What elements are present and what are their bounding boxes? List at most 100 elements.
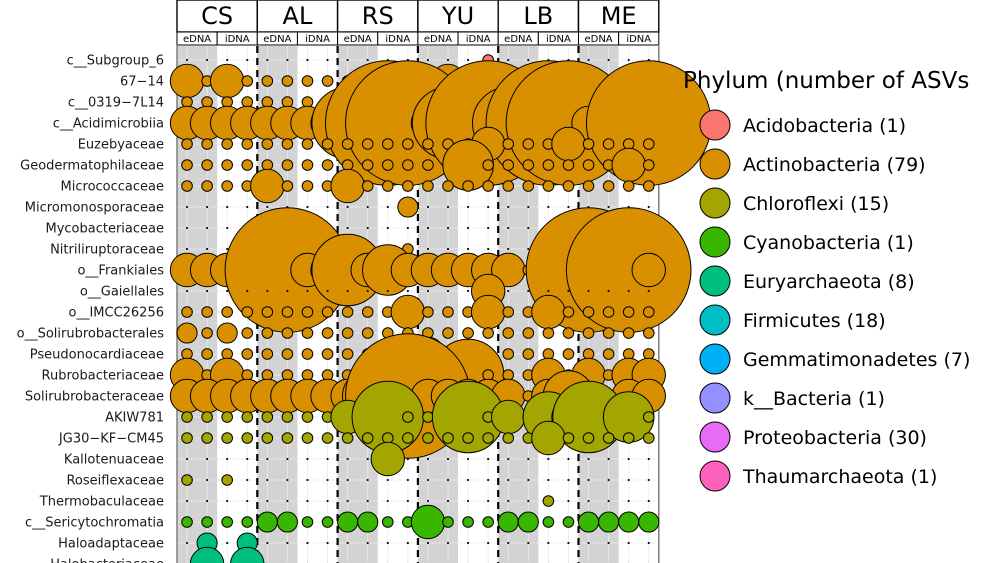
bubble-zero	[647, 205, 650, 209]
bubble-zero	[466, 499, 470, 503]
bubble-actinobacteria	[321, 159, 334, 171]
bubble-actinobacteria	[341, 138, 354, 150]
row-label: o__IMCC26256	[68, 306, 164, 321]
bubble-actinobacteria	[261, 75, 274, 87]
bubble-zero	[647, 499, 650, 503]
bubble-zero	[266, 478, 269, 482]
bubble-actinobacteria	[442, 180, 454, 192]
bubble-actinobacteria	[562, 327, 575, 339]
bubble-zero	[246, 289, 249, 293]
bubble-actinobacteria	[470, 294, 506, 330]
bubble-actinobacteria	[261, 348, 274, 360]
bubble-chloroflexi	[281, 411, 294, 423]
bubble-actinobacteria	[201, 138, 213, 150]
bubble-actinobacteria	[281, 180, 294, 192]
bubble-zero	[206, 226, 209, 230]
bubble-actinobacteria	[381, 159, 394, 171]
bubble-cyanobacteria	[542, 516, 555, 528]
bubble-zero	[286, 58, 289, 62]
bubble-actinobacteria	[542, 180, 555, 192]
bubble-zero	[386, 478, 389, 482]
bubble-zero	[286, 289, 289, 293]
facet-label-cs: CS	[201, 2, 233, 30]
bubble-zero	[226, 541, 229, 545]
bubble-zero	[246, 205, 249, 209]
bubble-actinobacteria	[397, 196, 419, 218]
bubble-zero	[185, 499, 189, 503]
bubble-actinobacteria	[241, 159, 254, 171]
bubble-chloroflexi	[241, 411, 254, 423]
sub-label-edna: eDNA	[344, 34, 372, 45]
bubble-zero	[185, 457, 189, 461]
bubble-zero	[185, 58, 189, 62]
bubble-chloroflexi	[422, 432, 434, 444]
bubble-zero	[246, 478, 249, 482]
bubble-zero	[607, 289, 610, 293]
bubble-zero	[226, 457, 229, 461]
bubble-zero	[507, 478, 510, 482]
sub-label-edna: eDNA	[504, 34, 532, 45]
legend-label-proteobacteria: Proteobacteria (30)	[743, 427, 927, 449]
bubble-zero	[286, 541, 289, 545]
row-label: Nitriliruptoraceae	[50, 243, 164, 258]
bubble-actinobacteria	[482, 159, 494, 171]
bubble-actinobacteria	[301, 75, 314, 87]
bubble-zero	[507, 457, 510, 461]
bubble-zero	[206, 499, 209, 503]
facet-strip-lb	[497, 0, 580, 33]
bubble-actinobacteria	[321, 327, 334, 339]
bubble-cyanobacteria	[497, 511, 519, 533]
bubble-cyanobacteria	[276, 511, 298, 533]
bubble-zero	[547, 457, 550, 461]
row-label: Haloadaptaceae	[58, 537, 164, 552]
bubble-actinobacteria	[482, 369, 494, 381]
bubble-chloroflexi	[201, 432, 213, 444]
bubble-zero	[587, 499, 590, 503]
bubble-zero	[406, 541, 409, 545]
legend-label-actinobacteria: Actinobacteria (79)	[743, 154, 926, 176]
bubble-actinobacteria	[241, 327, 254, 339]
legend-label-k-bacteria: k__Bacteria (1)	[743, 388, 885, 410]
bubble-zero	[206, 478, 209, 482]
bubble-actinobacteria	[321, 348, 334, 360]
bubble-zero	[547, 289, 550, 293]
bubble-actinobacteria	[622, 138, 635, 150]
bubble-zero	[627, 478, 630, 482]
bubble-zero	[406, 226, 409, 230]
bubble-zero	[507, 541, 510, 545]
bubble-zero	[206, 58, 209, 62]
legend-swatch-k-bacteria	[699, 382, 731, 414]
bubble-cyanobacteria	[462, 516, 474, 528]
bubble-actinobacteria	[622, 180, 635, 192]
bubble-chloroflexi	[442, 432, 454, 444]
bubble-zero	[487, 226, 490, 230]
sub-strip	[618, 31, 660, 46]
bubble-actinobacteria	[542, 348, 555, 360]
facet-label-al: AL	[283, 2, 313, 30]
bubble-zero	[366, 499, 369, 503]
bubble-actinobacteria	[502, 327, 515, 339]
bubble-actinobacteria	[181, 138, 193, 150]
bubble-actinobacteria	[582, 306, 595, 318]
bubble-zero	[346, 58, 349, 62]
bubble-chloroflexi	[181, 411, 193, 423]
legend-swatch-acidobacteria	[699, 109, 731, 141]
bubble-actinobacteria	[216, 322, 238, 344]
bubble-zero	[567, 205, 570, 209]
bubble-zero	[426, 58, 430, 62]
bubble-chloroflexi	[642, 432, 655, 444]
bubble-zero	[527, 457, 530, 461]
bubble-actinobacteria	[181, 96, 193, 108]
bubble-zero	[326, 541, 329, 545]
bubble-chloroflexi	[261, 411, 274, 423]
legend-label-firmicutes: Firmicutes (18)	[743, 310, 886, 332]
bubble-actinobacteria	[462, 180, 474, 192]
bubble-zero	[466, 541, 470, 545]
row-label: o__Gaiellales	[80, 285, 164, 300]
facet-label-lb: LB	[523, 2, 553, 30]
bubble-zero	[266, 205, 269, 209]
bubble-zero	[185, 205, 189, 209]
bubble-zero	[527, 58, 530, 62]
bubble-zero	[306, 205, 309, 209]
legend-title: Phylum (number of ASVs	[683, 68, 969, 94]
